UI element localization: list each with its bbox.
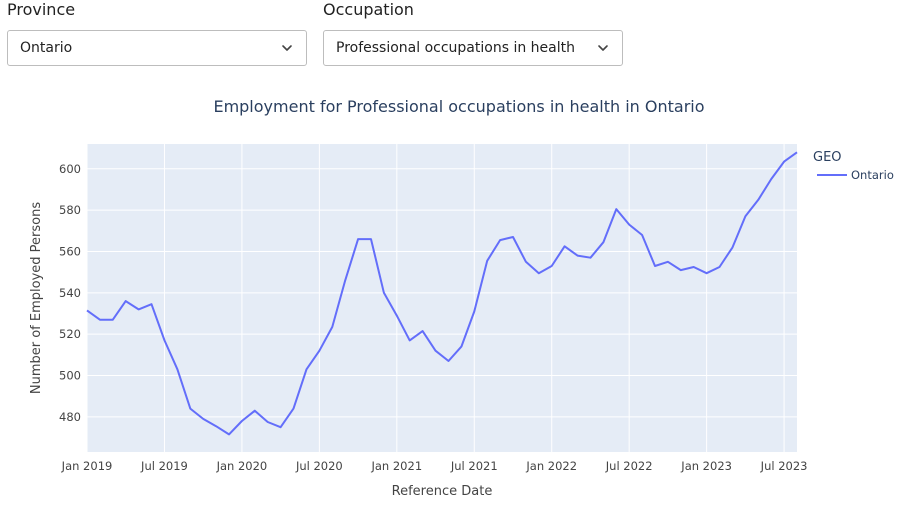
occupation-label: Occupation [323,0,414,19]
chevron-down-icon [598,45,608,51]
y-tick-label: 560 [59,244,81,258]
x-tick-label: Jan 2021 [370,459,422,473]
y-tick-label: 540 [59,286,81,300]
x-tick-label: Jul 2020 [295,459,343,473]
x-tick-label: Jul 2021 [450,459,498,473]
x-tick-label: Jul 2019 [140,459,188,473]
legend-title: GEO [813,150,842,165]
chevron-down-icon [282,45,292,51]
x-tick-label: Jul 2023 [760,459,808,473]
occupation-selected-value: Professional occupations in health [336,40,575,56]
series-line-ontario[interactable] [86,151,798,436]
y-tick-label: 500 [59,369,81,383]
plot-area [87,144,797,452]
y-axis-title: Number of Employed Persons [29,202,44,394]
legend-item-ontario: Ontario [851,168,894,182]
occupation-dropdown[interactable]: Professional occupations in health [323,30,623,66]
province-dropdown[interactable]: Ontario [7,30,307,66]
y-tick-label: 600 [59,162,81,176]
x-axis-ticks: Jan 2019 Jul 2019 Jan 2020 Jul 2020 Jan 2021… [61,459,808,473]
y-tick-label: 580 [59,203,81,217]
x-tick-label: Jul 2022 [605,459,653,473]
employment-line-chart[interactable]: Employment for Professional occupations … [0,80,916,520]
province-selected-value: Ontario [20,40,73,56]
gridlines [86,144,797,452]
legend[interactable]: GEO Ontario [813,150,894,182]
x-tick-label: Jan 2020 [216,459,268,473]
chart-title: Employment for Professional occupations … [213,97,704,116]
x-axis-title: Reference Date [392,484,493,499]
x-tick-label: Jan 2019 [61,459,113,473]
y-axis-ticks: 480 500 520 540 560 580 600 [59,162,81,424]
x-tick-label: Jan 2022 [525,459,577,473]
x-tick-label: Jan 2023 [680,459,732,473]
y-tick-label: 520 [59,327,81,341]
y-tick-label: 480 [59,410,81,424]
province-label: Province [7,0,76,19]
